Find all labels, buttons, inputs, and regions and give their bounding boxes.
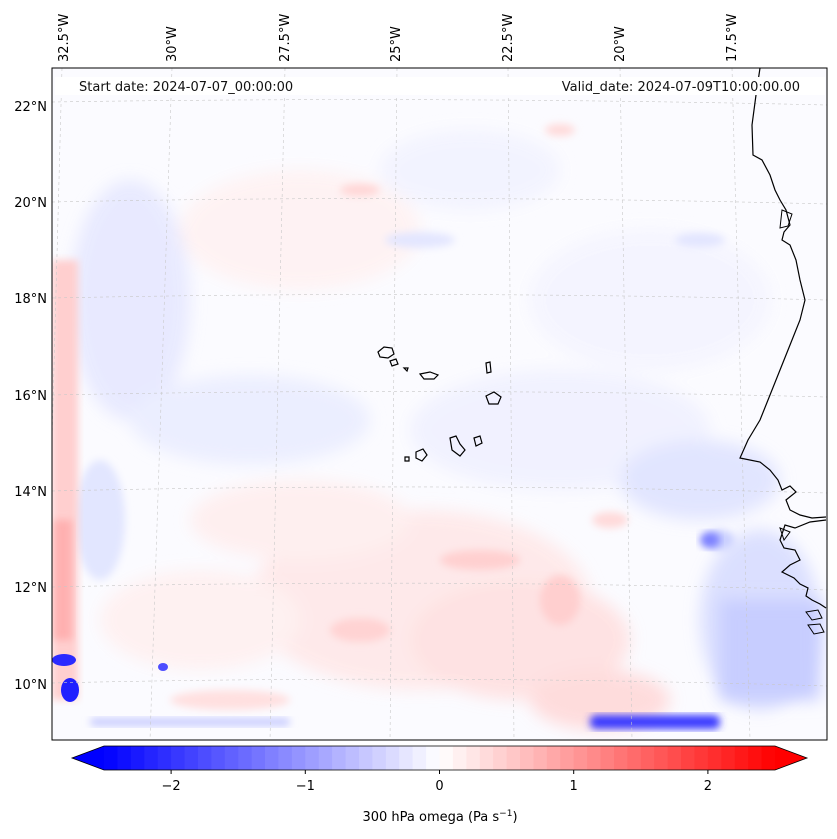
colorbar-cell (412, 746, 427, 770)
colorbar-cells (104, 746, 776, 770)
start-date-label: Start date: 2024-07-07_00:00:00 (79, 80, 293, 95)
graticule (52, 68, 827, 740)
colorbar: −2 −1 0 1 2 300 hPa omega (Pa s−1) (70, 745, 809, 825)
colorbar-cell (493, 746, 508, 770)
colorbar-cell (506, 746, 521, 770)
colorbar-cell (681, 746, 696, 770)
colorbar-cell (238, 746, 253, 770)
longitude-labels: 32.5°W 30°W 27.5°W 25°W 22.5°W 20°W 17.5… (57, 14, 740, 62)
lat-label: 14°N (14, 485, 47, 500)
lon-label: 20°W (613, 26, 628, 62)
colorbar-cell (707, 746, 722, 770)
cape-verde-islands (377, 346, 502, 462)
colorbar-cell (439, 746, 454, 770)
colorbar-ticks: −2 −1 0 1 2 (162, 770, 712, 794)
colorbar-cell (130, 746, 145, 770)
latitude-labels: 22°N 20°N 18°N 16°N 14°N 12°N 10°N (14, 100, 47, 693)
colorbar-cell (144, 746, 159, 770)
colorbar-tick-label: 1 (570, 779, 578, 794)
colorbar-cell (184, 746, 199, 770)
colorbar-cell (627, 746, 642, 770)
colorbar-cell (761, 746, 776, 770)
colorbar-cell (332, 746, 347, 770)
colorbar-cell (748, 746, 763, 770)
colorbar-cell (117, 746, 132, 770)
lat-label: 22°N (14, 100, 47, 115)
colorbar-cell (573, 746, 588, 770)
colorbar-cell (251, 746, 266, 770)
lon-label: 32.5°W (57, 14, 72, 62)
colorbar-cell (171, 746, 186, 770)
colorbar-cell (613, 746, 628, 770)
colorbar-cell (305, 746, 320, 770)
colorbar-cell (278, 746, 293, 770)
valid-date-label: Valid_date: 2024-07-09T10:00:00.00 (562, 80, 800, 95)
colorbar-cell (560, 746, 575, 770)
colorbar-cell (224, 746, 239, 770)
colorbar-extend-max (775, 746, 807, 770)
colorbar-cell (345, 746, 360, 770)
colorbar-cell (466, 746, 481, 770)
colorbar-cell (211, 746, 226, 770)
colorbar-cell (157, 746, 172, 770)
colorbar-cell (667, 746, 682, 770)
lon-label: 30°W (165, 26, 180, 62)
colorbar-tick-label: −1 (296, 779, 315, 794)
colorbar-cell (265, 746, 280, 770)
colorbar-cell (358, 746, 373, 770)
lat-label: 20°N (14, 196, 47, 211)
lat-label: 10°N (14, 678, 47, 693)
colorbar-extend-min (72, 746, 104, 770)
colorbar-cell (587, 746, 602, 770)
colorbar-cell (640, 746, 655, 770)
colorbar-tick-label: 0 (435, 779, 443, 794)
colorbar-outline (70, 745, 809, 771)
omega-field (52, 68, 827, 740)
colorbar-cell (546, 746, 561, 770)
colorbar-cell (654, 746, 669, 770)
colorbar-tick-label: −2 (162, 779, 181, 794)
colorbar-cell (452, 746, 467, 770)
colorbar-tick-label: 2 (704, 779, 712, 794)
lon-label: 25°W (389, 26, 404, 62)
colorbar-cell (734, 746, 749, 770)
lat-label: 12°N (14, 581, 47, 596)
colorbar-label: 300 hPa omega (Pa s−1) (362, 809, 517, 825)
colorbar-cell (372, 746, 387, 770)
colorbar-cell (104, 746, 119, 770)
colorbar-cell (520, 746, 535, 770)
colorbar-cell (385, 746, 400, 770)
colorbar-cell (197, 746, 212, 770)
lon-label: 22.5°W (501, 14, 516, 62)
lat-label: 16°N (14, 389, 47, 404)
lon-label: 17.5°W (725, 14, 740, 62)
plot-frame (51, 67, 828, 741)
colorbar-cell (479, 746, 494, 770)
africa-coastline (739, 68, 827, 609)
lat-label: 18°N (14, 292, 47, 307)
colorbar-cell (318, 746, 333, 770)
colorbar-cell (694, 746, 709, 770)
colorbar-cell (533, 746, 548, 770)
colorbar-cell (291, 746, 306, 770)
date-strip (55, 77, 825, 95)
colorbar-cell (721, 746, 736, 770)
colorbar-cell (600, 746, 615, 770)
colorbar-cell (426, 746, 441, 770)
lon-label: 27.5°W (278, 14, 293, 62)
colorbar-cell (399, 746, 414, 770)
